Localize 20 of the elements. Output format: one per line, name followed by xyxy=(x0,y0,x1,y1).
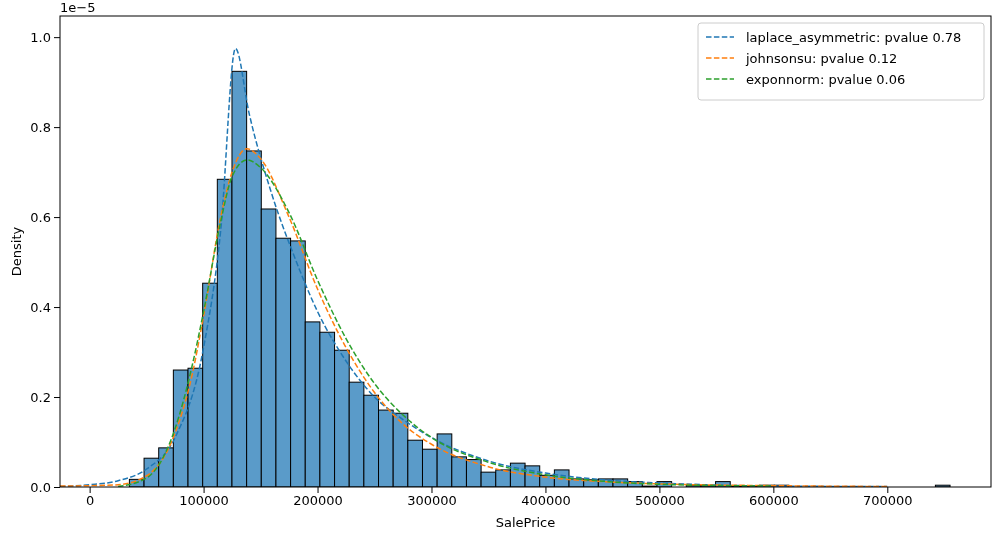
x-tick-label: 200000 xyxy=(293,493,343,509)
y-tick-label: 0.4 xyxy=(30,299,51,315)
y-tick-label: 0.0 xyxy=(30,479,51,495)
x-tick-label: 0 xyxy=(85,493,95,509)
x-tick-label: 400000 xyxy=(521,493,571,509)
y-tick-label: 0.8 xyxy=(30,119,51,135)
legend-label: laplace_asymmetric: pvalue 0.78 xyxy=(746,30,962,45)
x-tick-label: 600000 xyxy=(749,493,799,509)
y-tick-label: 0.6 xyxy=(30,209,51,225)
y-tick-label: 1.0 xyxy=(30,29,51,45)
x-tick-label: 500000 xyxy=(635,493,685,509)
legend-label: johnsonsu: pvalue 0.12 xyxy=(745,51,898,66)
legend-label: exponnorm: pvalue 0.06 xyxy=(746,72,906,87)
x-tick-label: 300000 xyxy=(407,493,457,509)
y-tick-label: 0.2 xyxy=(30,389,51,405)
x-tick-label: 100000 xyxy=(179,493,229,509)
text: 1e−5 xyxy=(60,0,96,15)
y-axis-title: Density xyxy=(9,226,24,277)
x-tick-label: 700000 xyxy=(862,493,913,509)
x-axis-title: SalePrice xyxy=(495,515,556,530)
